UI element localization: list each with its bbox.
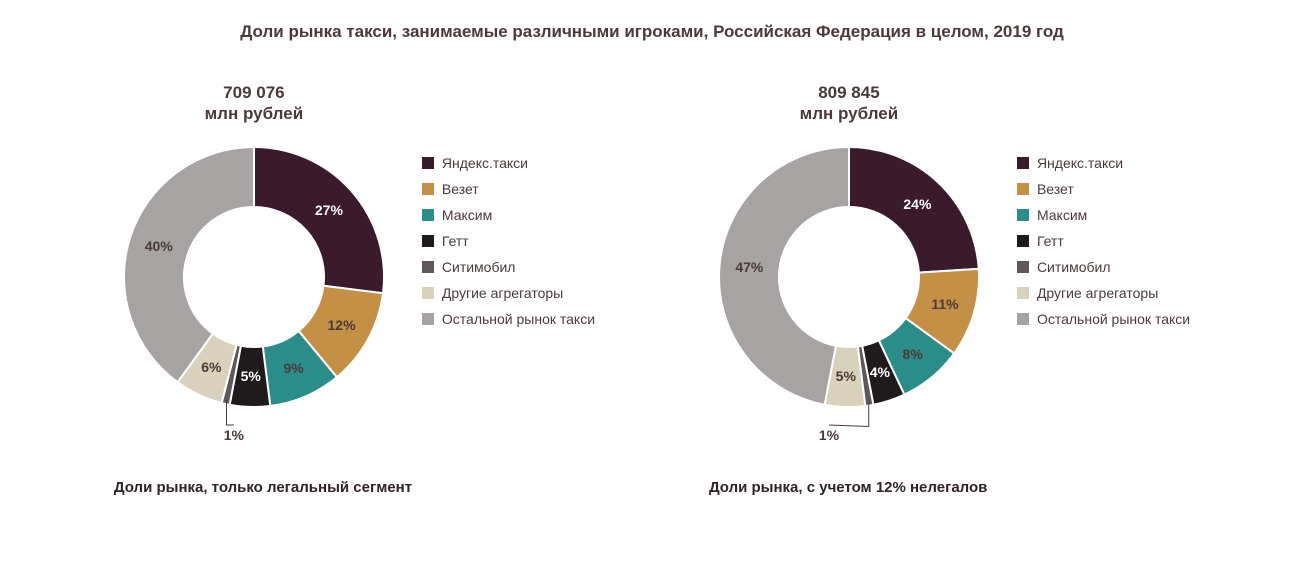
slice-pct-label: 27% [315, 202, 343, 218]
chart-right-body: 24% 11% 8% 4% 1% 5% 47% Яндекс.такси Везет Макси… [709, 137, 1190, 457]
legend-label: Ситимобил [1037, 259, 1111, 275]
legend-swatch [422, 235, 434, 247]
legend-label: Другие агрегаторы [442, 285, 563, 301]
legend-item: Везет [422, 181, 595, 197]
donut-slice [254, 147, 384, 293]
donut-chart [114, 137, 394, 457]
charts-row: 709 076 млн рублей 27% 12% 9% 5% 1% 6% 40% Янд… [0, 82, 1304, 496]
legend-item: Ситимобил [1017, 259, 1190, 275]
legend-label: Остальной рынок такси [442, 311, 595, 327]
legend-swatch [422, 183, 434, 195]
slice-pct-label: 5% [241, 368, 261, 384]
legend-label: Остальной рынок такси [1037, 311, 1190, 327]
legend-label: Везет [1037, 181, 1074, 197]
legend-label: Яндекс.такси [1037, 155, 1123, 171]
chart-right-total: 809 845 млн рублей [709, 82, 989, 125]
legend-item: Везет [1017, 181, 1190, 197]
legend-label: Гетт [1037, 233, 1064, 249]
chart-block-left: 709 076 млн рублей 27% 12% 9% 5% 1% 6% 40% Янд… [114, 82, 595, 496]
legend-label: Другие агрегаторы [1037, 285, 1158, 301]
legend-item: Гетт [422, 233, 595, 249]
legend-item: Максим [422, 207, 595, 223]
slice-pct-label: 47% [735, 259, 763, 275]
slice-pct-label: 1% [224, 427, 244, 443]
page-title: Доли рынка такси, занимаемые различными … [0, 22, 1304, 42]
legend-item: Максим [1017, 207, 1190, 223]
legend-item: Яндекс.такси [1017, 155, 1190, 171]
slice-pct-label: 11% [931, 296, 958, 312]
legend-item: Другие агрегаторы [422, 285, 595, 301]
chart-left-subtitle: Доли рынка, только легальный сегмент [114, 479, 412, 496]
legend-left: Яндекс.такси Везет Максим Гетт Ситимобил Друг… [422, 137, 595, 327]
donut-slice [719, 147, 849, 405]
legend-swatch [1017, 313, 1029, 325]
legend-swatch [422, 261, 434, 273]
legend-swatch [1017, 157, 1029, 169]
legend-swatch [1017, 287, 1029, 299]
legend-swatch [1017, 183, 1029, 195]
legend-item: Остальной рынок такси [1017, 311, 1190, 327]
legend-label: Ситимобил [442, 259, 516, 275]
legend-swatch [422, 157, 434, 169]
legend-item: Ситимобил [422, 259, 595, 275]
legend-swatch [1017, 209, 1029, 221]
legend-label: Максим [442, 207, 492, 223]
legend-swatch [422, 313, 434, 325]
slice-pct-label: 1% [819, 427, 839, 443]
chart-block-right: 809 845 млн рублей 24% 11% 8% 4% 1% 5% 47% Янд… [709, 82, 1190, 496]
legend-item: Другие агрегаторы [1017, 285, 1190, 301]
slice-pct-label: 24% [903, 196, 931, 212]
legend-right: Яндекс.такси Везет Максим Гетт Ситимобил Друг… [1017, 137, 1190, 327]
slice-pct-label: 40% [145, 238, 173, 254]
chart-right-subtitle: Доли рынка, с учетом 12% нелегалов [709, 479, 987, 496]
legend-item: Гетт [1017, 233, 1190, 249]
legend-label: Везет [442, 181, 479, 197]
legend-swatch [422, 209, 434, 221]
slice-pct-label: 12% [328, 317, 356, 333]
legend-item: Яндекс.такси [422, 155, 595, 171]
legend-label: Гетт [442, 233, 469, 249]
page: Доли рынка такси, занимаемые различными … [0, 0, 1304, 575]
slice-pct-label: 4% [870, 364, 890, 380]
legend-swatch [1017, 261, 1029, 273]
donut-right: 24% 11% 8% 4% 1% 5% 47% [709, 137, 989, 457]
legend-swatch [422, 287, 434, 299]
chart-left-total: 709 076 млн рублей [114, 82, 394, 125]
chart-left-total-unit: млн рублей [205, 104, 304, 123]
legend-item: Остальной рынок такси [422, 311, 595, 327]
slice-pct-label: 8% [903, 346, 923, 362]
slice-pct-label: 9% [283, 360, 303, 376]
chart-right-total-value: 809 845 [818, 83, 879, 102]
chart-right-total-unit: млн рублей [800, 104, 899, 123]
slice-pct-label: 6% [201, 359, 221, 375]
chart-left-total-value: 709 076 [223, 83, 284, 102]
slice-pct-label: 5% [836, 368, 856, 384]
legend-swatch [1017, 235, 1029, 247]
donut-left: 27% 12% 9% 5% 1% 6% 40% [114, 137, 394, 457]
legend-label: Яндекс.такси [442, 155, 528, 171]
chart-left-body: 27% 12% 9% 5% 1% 6% 40% Яндекс.такси Везет Макси… [114, 137, 595, 457]
legend-label: Максим [1037, 207, 1087, 223]
